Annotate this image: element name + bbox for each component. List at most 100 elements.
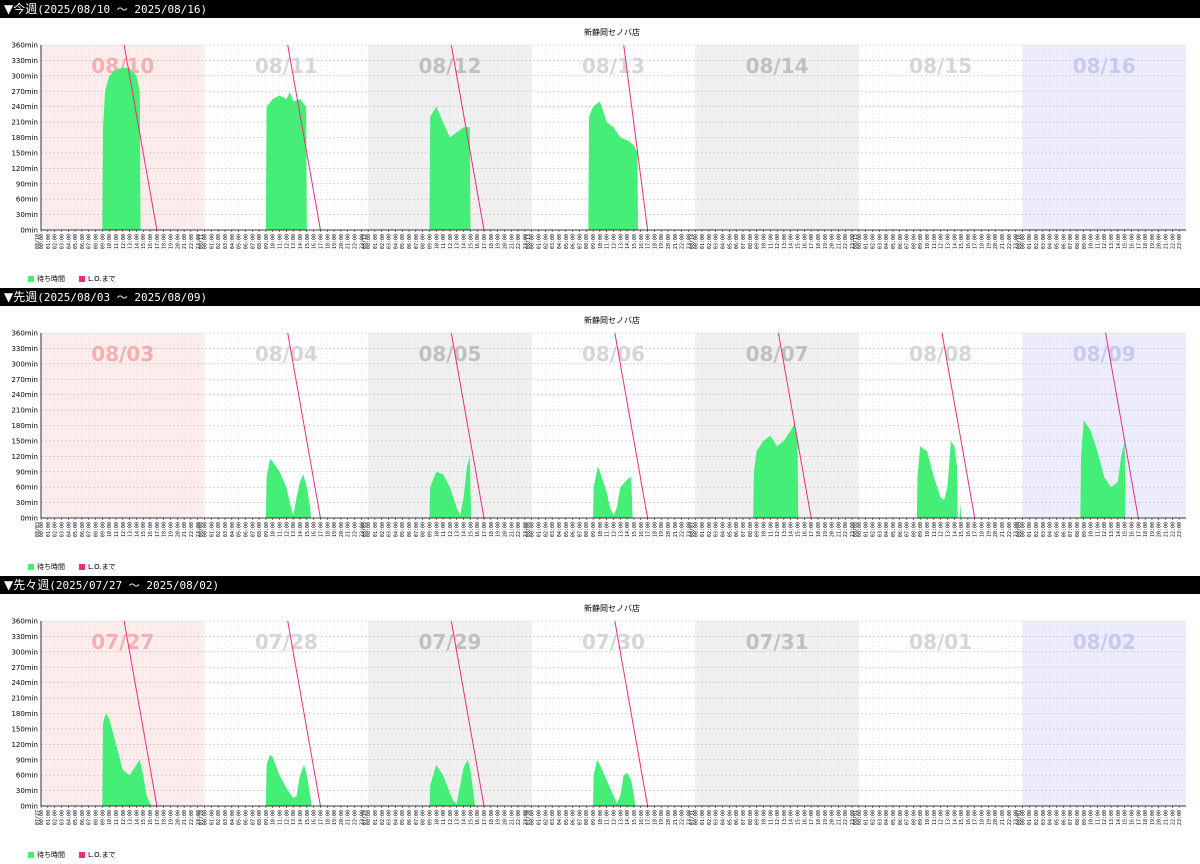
- x-tick-label: 15:00: [305, 810, 311, 825]
- x-tick-label: 08:00: [94, 234, 100, 249]
- x-tick-label: 04:00: [884, 810, 890, 825]
- x-tick-label: 14:00: [1116, 810, 1122, 825]
- x-tick-label: 06:00: [243, 234, 249, 249]
- x-tick-label: 08:00: [257, 810, 263, 825]
- x-tick-label: 15:00: [796, 522, 802, 537]
- x-tick-label: 05:00: [1055, 810, 1061, 825]
- x-tick-label: 15:00: [959, 522, 965, 537]
- x-tick-label: 06:00: [898, 810, 904, 825]
- x-tick-label: 04:00: [557, 522, 563, 537]
- x-tick-label: 03:00: [223, 234, 229, 249]
- x-tick-label: 13:00: [782, 522, 788, 537]
- x-tick-label: 14:00: [462, 234, 468, 249]
- x-tick-label: 15:00: [468, 810, 474, 825]
- lo-line: [614, 332, 649, 519]
- x-tick-label: 17:00: [973, 810, 979, 825]
- x-tick-label: 13:00: [128, 522, 134, 537]
- x-tick-label: 11:00: [441, 234, 447, 249]
- y-tick-label: 360min: [11, 330, 38, 338]
- x-tick-label: 02:00: [380, 522, 386, 537]
- wait-area: [429, 106, 471, 230]
- x-tick-label: 23:00: [359, 522, 365, 537]
- x-tick-label: 18:00: [489, 522, 495, 537]
- x-tick-label: 08:00: [748, 234, 754, 249]
- x-tick-label: 13:00: [1109, 522, 1115, 537]
- x-tick-label: 01:00: [700, 522, 706, 537]
- x-tick-label: 04:00: [721, 810, 727, 825]
- day-label: 08/16: [1073, 54, 1136, 78]
- x-tick-label: 03:00: [1041, 234, 1047, 249]
- x-tick-label: 11:00: [1095, 522, 1101, 537]
- x-date-label: 08/03: [35, 522, 41, 537]
- x-date-label: 08/01: [853, 810, 859, 825]
- wait-area: [429, 759, 476, 806]
- x-tick-label: 13:00: [455, 810, 461, 825]
- x-tick-label: 01:00: [209, 522, 215, 537]
- x-tick-label: 03:00: [387, 234, 393, 249]
- week-date-range: (2025/07/27 〜 2025/08/02): [49, 579, 220, 592]
- y-tick-label: 270min: [11, 376, 38, 384]
- legend-item-lo: L.O.まで: [79, 562, 116, 572]
- x-tick-label: 14:00: [298, 810, 304, 825]
- x-tick-label: 16:00: [148, 522, 154, 537]
- x-tick-label: 08:00: [421, 522, 427, 537]
- x-tick-label: 06:00: [734, 810, 740, 825]
- x-tick-label: 20:00: [175, 234, 181, 249]
- x-tick-label: 19:00: [659, 810, 665, 825]
- x-tick-label: 12:00: [284, 522, 290, 537]
- day-label: 07/31: [746, 630, 809, 654]
- legend-swatch-wait: [28, 852, 34, 858]
- x-tick-label: 14:00: [625, 234, 631, 249]
- x-tick-label: 23:00: [359, 234, 365, 249]
- x-tick-label: 21:00: [673, 810, 679, 825]
- x-tick-label: 01:00: [373, 234, 379, 249]
- x-tick-label: 07:00: [741, 234, 747, 249]
- x-tick-label: 17:00: [809, 810, 815, 825]
- chart-title: 新静岡セノバ店: [584, 27, 640, 37]
- x-tick-label: 07:00: [905, 234, 911, 249]
- wait-area: [753, 422, 799, 518]
- y-tick-label: 150min: [11, 437, 38, 445]
- x-tick-label: 13:00: [945, 234, 951, 249]
- x-tick-label: 23:00: [523, 234, 529, 249]
- legend-label-lo: L.O.まで: [88, 851, 116, 859]
- x-tick-label: 04:00: [393, 810, 399, 825]
- x-tick-label: 03:00: [59, 810, 65, 825]
- y-tick-label: 0min: [20, 515, 38, 523]
- x-tick-label: 02:00: [380, 810, 386, 825]
- x-tick-label: 20:00: [993, 234, 999, 249]
- x-tick-label: 06:00: [898, 522, 904, 537]
- legend-label-wait: 待ち時間: [37, 563, 65, 571]
- x-tick-label: 19:00: [823, 810, 829, 825]
- x-tick-label: 08:00: [421, 234, 427, 249]
- day-label: 08/04: [255, 342, 318, 366]
- x-tick-label: 12:00: [121, 810, 127, 825]
- x-tick-label: 08:00: [911, 522, 917, 537]
- x-tick-label: 16:00: [802, 234, 808, 249]
- x-tick-label: 03:00: [59, 522, 65, 537]
- x-tick-label: 19:00: [496, 810, 502, 825]
- y-tick-label: 180min: [11, 134, 38, 142]
- x-tick-label: 03:00: [714, 522, 720, 537]
- x-tick-label: 03:00: [1041, 522, 1047, 537]
- x-tick-label: 05:00: [727, 234, 733, 249]
- x-tick-label: 01:00: [537, 810, 543, 825]
- x-tick-label: 02:00: [1034, 234, 1040, 249]
- x-tick-label: 12:00: [939, 810, 945, 825]
- x-tick-label: 17:00: [809, 234, 815, 249]
- x-tick-label: 18:00: [980, 234, 986, 249]
- x-tick-label: 11:00: [278, 810, 284, 825]
- x-tick-label: 04:00: [66, 522, 72, 537]
- x-tick-label: 21:00: [1000, 234, 1006, 249]
- x-date-label: 07/29: [362, 810, 368, 825]
- week-date-range: (2025/08/03 〜 2025/08/09): [37, 291, 208, 304]
- lo-line: [287, 620, 321, 807]
- x-date-label: 08/14: [689, 234, 695, 249]
- x-tick-label: 10:00: [1089, 234, 1095, 249]
- y-tick-label: 60min: [16, 772, 38, 780]
- x-tick-label: 22:00: [189, 810, 195, 825]
- x-tick-label: 19:00: [332, 522, 338, 537]
- x-tick-label: 02:00: [216, 810, 222, 825]
- x-tick-label: 15:00: [468, 234, 474, 249]
- x-tick-label: 17:00: [809, 522, 815, 537]
